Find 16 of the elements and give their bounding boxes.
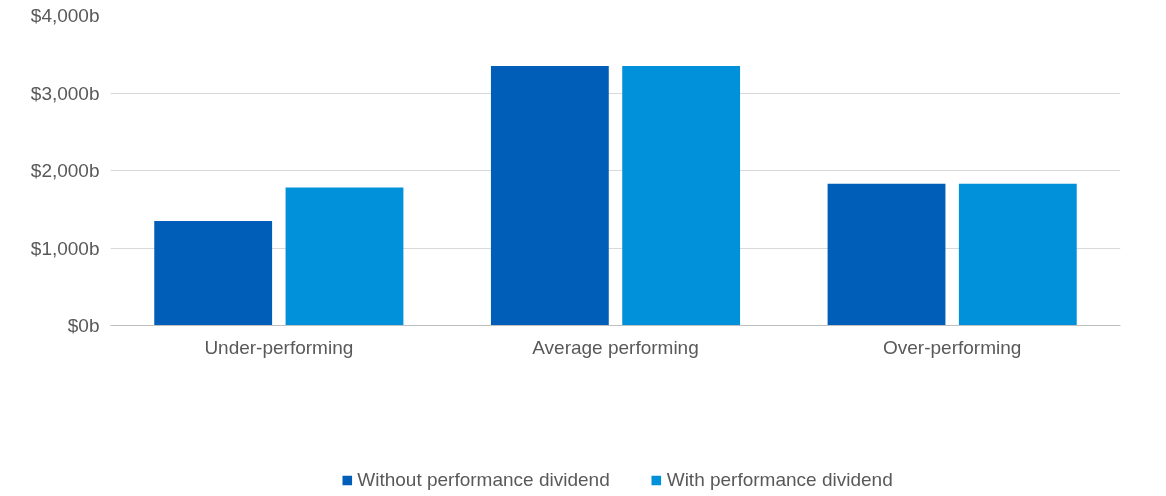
y-tick-label: $3,000b xyxy=(30,82,100,104)
bar xyxy=(827,183,946,326)
x-tick-label: Under-performing xyxy=(204,336,354,358)
legend-label: With performance dividend xyxy=(666,469,893,491)
bar xyxy=(154,220,273,326)
x-tick-label: Average performing xyxy=(532,336,699,358)
y-tick-label: $4,000b xyxy=(30,5,100,26)
y-tick-label: $0b xyxy=(67,315,100,336)
bar xyxy=(958,183,1077,326)
y-tick-label: $2,000b xyxy=(30,160,100,181)
x-tick-label: Over-performing xyxy=(883,336,1022,358)
bar xyxy=(622,65,741,326)
bar xyxy=(490,65,609,326)
bar xyxy=(285,187,404,326)
legend-label: Without performance dividend xyxy=(357,469,610,491)
y-tick-label: $1,000b xyxy=(30,237,100,259)
